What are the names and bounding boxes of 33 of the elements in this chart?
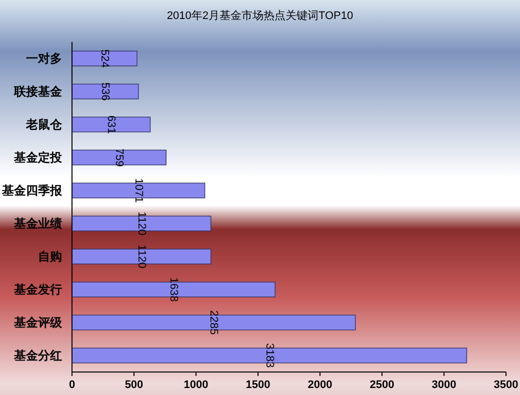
y-tick-label: 基金分红 (13, 348, 62, 362)
x-tick-label: 500 (124, 379, 144, 391)
chart-title: 2010年2月基金市场热点关键词TOP10 (166, 9, 354, 22)
y-tick-label: 自购 (38, 250, 62, 264)
data-label: 1120 (135, 212, 148, 236)
x-tick-label: 2000 (308, 379, 332, 391)
y-tick-label: 基金定投 (13, 150, 63, 164)
y-tick-label: 联接基金 (13, 84, 63, 98)
bar (72, 150, 166, 166)
y-tick-label: 基金评级 (13, 316, 63, 330)
x-tick-label: 1500 (246, 379, 270, 391)
x-tick-label: 1000 (184, 379, 208, 391)
x-tick-label: 2500 (370, 379, 394, 391)
y-tick-label: 基金发行 (13, 282, 62, 296)
data-label: 536 (99, 82, 112, 101)
bar (72, 116, 151, 132)
data-label: 759 (113, 148, 126, 167)
bar (72, 84, 139, 100)
bar (72, 50, 138, 66)
y-tick-label: 基金业绩 (13, 216, 62, 230)
data-label: 1120 (135, 244, 148, 268)
data-label: 2285 (208, 310, 220, 335)
data-label: 631 (105, 115, 118, 134)
y-tick-label: 老鼠仓 (25, 118, 63, 132)
y-tick-label: 一对多 (26, 52, 62, 66)
data-label: 3183 (263, 343, 276, 368)
x-tick-label: 3500 (494, 379, 518, 391)
x-tick-label: 0 (68, 379, 76, 391)
data-label: 1071 (132, 178, 144, 203)
x-tick-label: 3000 (432, 379, 456, 391)
data-label: 1638 (168, 277, 180, 302)
y-tick-label: 基金四季报 (1, 184, 63, 198)
data-label: 524 (98, 49, 110, 68)
